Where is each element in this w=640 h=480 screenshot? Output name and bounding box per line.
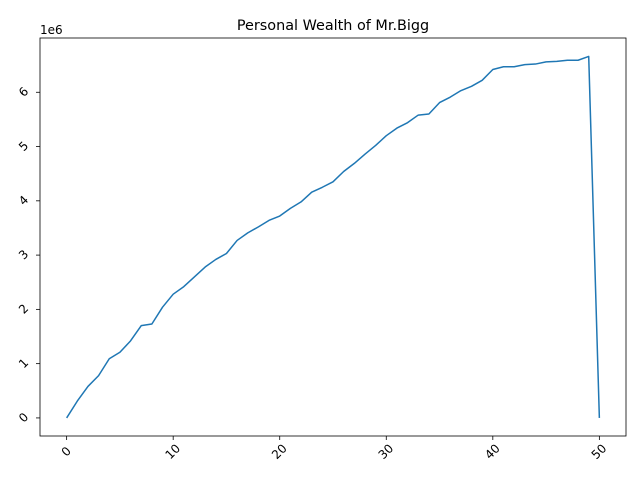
series-layer (66, 55, 601, 419)
series-line (66, 55, 601, 419)
y-axis-offset-label: 1e6 (40, 23, 63, 37)
plot-frame (39, 37, 627, 437)
chart-title: Personal Wealth of Mr.Bigg (237, 18, 429, 34)
